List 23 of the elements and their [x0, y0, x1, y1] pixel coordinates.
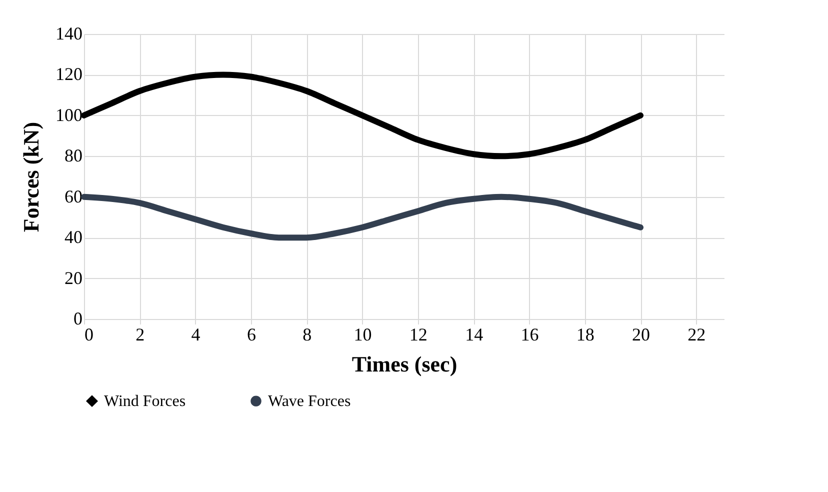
- x-tick-label: 10: [354, 324, 372, 344]
- x-tick-label: 22: [688, 324, 706, 344]
- x-tick-label: 18: [576, 324, 594, 344]
- y-axis-title: Forces (kN): [18, 122, 44, 232]
- y-tick-label: 20: [64, 268, 82, 288]
- x-tick-label: 6: [246, 324, 256, 344]
- x-tick-label: 2: [136, 324, 145, 344]
- x-axis-title: Times (sec): [352, 352, 458, 376]
- y-tick-label: 100: [56, 104, 82, 125]
- x-tick-label: 4: [191, 324, 200, 344]
- legend-label: Wind Forces: [104, 393, 186, 410]
- x-tick-label: 12: [409, 324, 428, 344]
- y-tick-label: 80: [64, 146, 82, 166]
- legend-label: Wave Forces: [268, 393, 351, 410]
- x-tick-label: 14: [465, 324, 484, 344]
- y-tick-label: 140: [56, 24, 82, 44]
- x-tick-label: 20: [632, 324, 650, 344]
- x-tick-label: 16: [520, 324, 539, 344]
- y-tick-label: 40: [64, 227, 82, 248]
- y-tick-label: 0: [74, 308, 82, 328]
- y-tick-label: 120: [56, 64, 82, 84]
- x-tick-label: 8: [302, 324, 312, 344]
- y-tick-label: 60: [64, 186, 82, 206]
